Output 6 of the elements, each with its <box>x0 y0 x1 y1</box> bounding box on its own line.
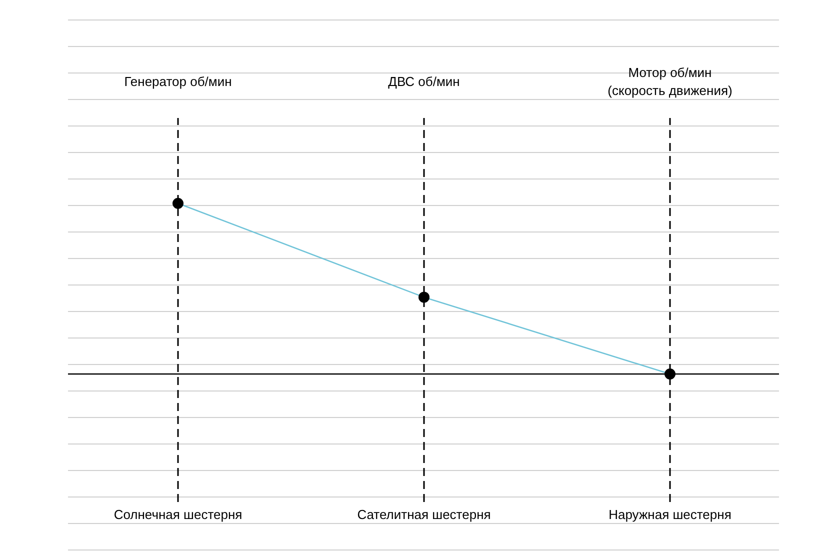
x-tick-label: Наружная шестерня <box>608 507 732 522</box>
ref-line-label: Мотор об/мин (скорость движения) <box>608 65 732 98</box>
x-tick-label: Сателитная шестерня <box>357 507 491 522</box>
ref-line-label: Генератор об/мин <box>124 74 232 89</box>
ref-line-label: ДВС об/мин <box>388 74 460 89</box>
x-tick-label: Солнечная шестерня <box>114 507 242 522</box>
